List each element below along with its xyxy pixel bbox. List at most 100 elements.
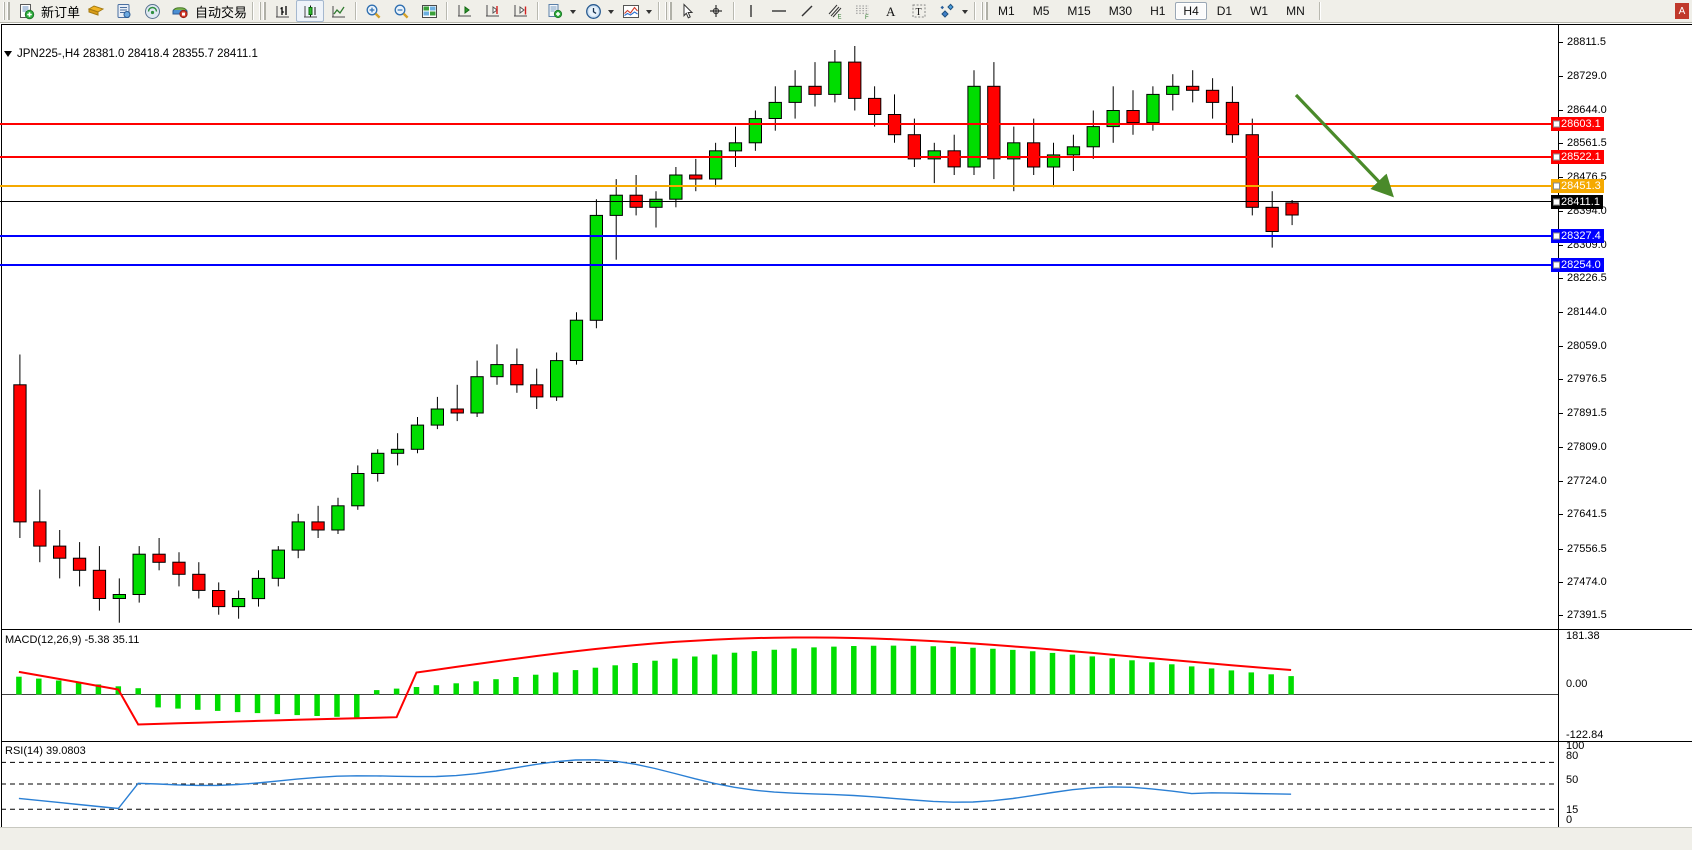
down-trend-arrow[interactable] [1280, 83, 1415, 208]
indicators-dropdown-icon[interactable] [570, 10, 577, 14]
chart-collapse-icon[interactable] [4, 51, 12, 57]
support-line-28327[interactable] [0, 234, 1557, 237]
crosshair-icon[interactable] [702, 0, 730, 22]
rsi-pane[interactable] [1, 742, 1558, 827]
price-tick-label: 28226.5 [1567, 272, 1607, 285]
resistance-line-28603-tag[interactable]: 28603.1 [1551, 117, 1604, 132]
svg-text:E: E [838, 14, 842, 20]
price-tick [1559, 581, 1563, 583]
timeframe-button-d1[interactable]: D1 [1216, 4, 1233, 18]
lock-badge[interactable]: A [1675, 3, 1689, 19]
trendline-icon[interactable] [793, 0, 821, 22]
vertical-line-icon[interactable] [737, 0, 765, 22]
timeframe-button-m5[interactable]: M5 [1032, 4, 1050, 18]
zoom-in-icon[interactable] [359, 0, 387, 22]
timeframe-button-m15[interactable]: M15 [1067, 4, 1091, 18]
line-chart-icon[interactable] [324, 0, 352, 22]
templates-icon[interactable] [617, 0, 645, 22]
rsi-pane-separator[interactable] [1, 741, 1692, 742]
macd-label: MACD(12,26,9) -5.38 35.11 [5, 634, 140, 646]
candlestick-chart-icon[interactable] [296, 0, 325, 22]
pivot-line-28451[interactable] [0, 184, 1557, 187]
pivot-line-28451-tag[interactable]: 28451.3 [1551, 178, 1604, 193]
current-price-tag[interactable] [0, 200, 1557, 202]
toolbar-separator-2 [355, 2, 357, 20]
chart-type-grip[interactable] [259, 2, 267, 20]
price-tick [1559, 245, 1563, 246]
resistance-line-28522[interactable] [0, 156, 1557, 159]
fibonacci-icon[interactable]: F [849, 0, 877, 22]
price-pane[interactable] [1, 24, 1559, 829]
tile-windows-icon[interactable] [415, 0, 443, 22]
price-tick-label: 27891.5 [1567, 407, 1607, 420]
new-order-icon[interactable] [12, 0, 40, 22]
price-tick-label: 27809.0 [1567, 440, 1607, 453]
periods-icon[interactable] [579, 0, 607, 22]
cursor-icon[interactable] [674, 0, 702, 22]
macd-pane-separator[interactable] [1, 629, 1692, 630]
chart-area[interactable]: JPN225-,H4 28381.0 28418.4 28355.7 28411… [0, 23, 1692, 851]
macd-scale-label: -122.84 [1566, 729, 1604, 741]
price-tick [1559, 143, 1563, 145]
objects-icon[interactable] [933, 0, 961, 22]
rsi-scale-label: 80 [1566, 750, 1579, 762]
timeframe-button-m1[interactable]: M1 [998, 4, 1015, 18]
auto-trading-icon[interactable] [166, 0, 194, 22]
equidistant-channel-icon[interactable]: E [821, 0, 849, 22]
text-icon[interactable]: A [877, 0, 905, 22]
support-line-28254[interactable] [0, 264, 1557, 267]
signals-icon[interactable] [138, 0, 166, 22]
shift-end-icon[interactable] [450, 0, 478, 22]
drawing-tools-grip[interactable] [665, 2, 673, 20]
resistance-line-28603[interactable] [0, 123, 1557, 126]
svg-text:F: F [865, 15, 869, 20]
price-tick-label: 28729.0 [1567, 69, 1607, 82]
chart-shift-icon[interactable] [478, 0, 506, 22]
level-handle[interactable] [1553, 182, 1560, 190]
timeframe-button-w1[interactable]: W1 [1250, 4, 1269, 18]
periods-dropdown-icon[interactable] [608, 10, 615, 14]
price-tick-label: 28644.0 [1567, 103, 1607, 116]
auto-scroll-icon[interactable] [506, 0, 534, 22]
toolbar-right-group: A [1675, 0, 1692, 22]
timeframe-group: M1 M5 M15 M30 H1 H4 D1 W1 MN [990, 2, 1313, 20]
objects-dropdown-icon[interactable] [962, 10, 969, 14]
horizontal-line-icon[interactable] [765, 0, 793, 22]
toolbar-separator-8 [1318, 2, 1320, 20]
toolbar-grip[interactable] [3, 2, 10, 20]
toolbar-separator-4 [537, 2, 539, 20]
new-order-label[interactable]: 新订单 [41, 5, 81, 21]
support-line-28254-tag[interactable]: 28254.0 [1551, 258, 1604, 273]
resistance-line-28522-tag[interactable]: 28522.1 [1551, 150, 1604, 165]
bar-chart-icon[interactable] [268, 0, 296, 22]
timeframe-grip[interactable] [981, 2, 989, 20]
zoom-out-icon[interactable] [387, 0, 415, 22]
auto-trading-label[interactable]: 自动交易 [195, 5, 248, 21]
price-tick [1559, 413, 1563, 415]
toolbar-separator-1 [252, 2, 254, 20]
timeframe-button-m30[interactable]: M30 [1108, 4, 1133, 18]
expert-advisor-icon[interactable] [82, 0, 110, 22]
level-handle[interactable] [1553, 153, 1560, 161]
text-label-icon[interactable]: T [905, 0, 933, 22]
timeframe-button-h4[interactable]: H4 [1175, 2, 1207, 20]
timeframe-button-h1[interactable]: H1 [1150, 4, 1166, 18]
support-line-28327-tag[interactable]: 28327.4 [1551, 228, 1604, 243]
timeframe-button-mn[interactable]: MN [1286, 4, 1305, 18]
price-tick-label: 28144.0 [1567, 305, 1607, 318]
level-handle[interactable] [1553, 261, 1560, 269]
level-handle[interactable] [1553, 232, 1560, 240]
data-window-icon[interactable] [110, 0, 138, 22]
current-price-tag-tag[interactable]: 28411.1 [1551, 194, 1603, 209]
level-handle[interactable] [1553, 198, 1560, 206]
price-tick-label: 27391.5 [1567, 609, 1607, 622]
macd-plot [1, 636, 1558, 726]
price-scale[interactable]: 28811.5 28729.0 28644.0 28561.5 28476.5 28394… [1558, 24, 1692, 828]
templates-dropdown-icon[interactable] [646, 10, 653, 14]
macd-pane[interactable] [1, 630, 1558, 741]
indicators-icon[interactable] [541, 0, 569, 22]
chart-header: JPN225-,H4 28381.0 28418.4 28355.7 28411… [4, 48, 258, 60]
level-handle[interactable] [1553, 120, 1560, 128]
rsi-scale-label: 0 [1566, 814, 1573, 826]
price-tick [1559, 109, 1563, 111]
